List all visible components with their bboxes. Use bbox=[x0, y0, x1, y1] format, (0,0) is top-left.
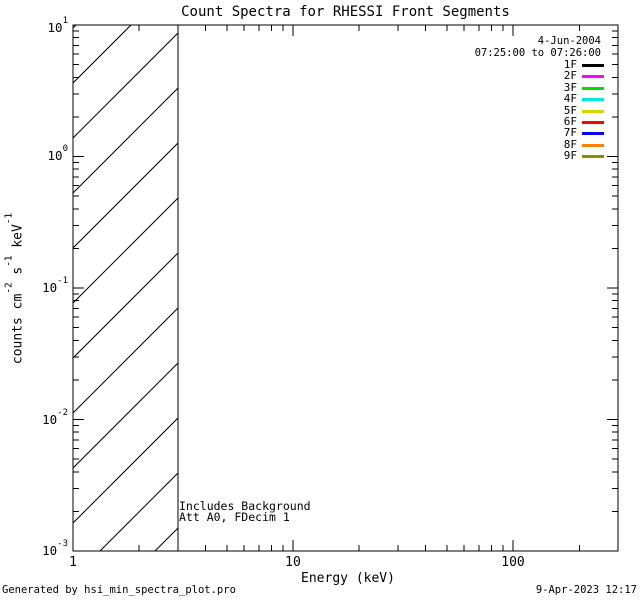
y-tick-label: 10-1 bbox=[42, 275, 68, 295]
y-tick-label: 100 bbox=[47, 143, 68, 163]
legend-entry-2f: 2F bbox=[559, 70, 604, 82]
legend-entry-7f: 7F bbox=[559, 127, 604, 139]
legend-color-swatch bbox=[582, 131, 604, 135]
legend-entry-9f: 9F bbox=[559, 150, 604, 162]
legend-entry-5f: 5F bbox=[559, 105, 604, 117]
legend-entry-8f: 8F bbox=[559, 139, 604, 151]
legend-date: 4-Jun-2004 bbox=[537, 35, 601, 47]
tick-marks bbox=[72, 24, 618, 552]
legend-label: 2F bbox=[563, 69, 577, 82]
legend-entry-3f: 3F bbox=[559, 82, 604, 94]
legend-label: 1F bbox=[563, 58, 577, 71]
x-tick-label: 100 bbox=[501, 555, 525, 570]
render-timestamp: 9-Apr-2023 12:17 bbox=[535, 584, 637, 596]
generator-credit: Generated by hsi_min_spectra_plot.pro bbox=[2, 584, 236, 596]
y-tick-label: 10-2 bbox=[42, 407, 68, 427]
x-tick-label: 1 bbox=[69, 555, 77, 570]
legend-label: 8F bbox=[563, 138, 577, 151]
legend-time-range: 07:25:00 to 07:26:00 bbox=[474, 47, 601, 59]
y-tick-label: 10-3 bbox=[42, 538, 68, 558]
legend-color-swatch bbox=[582, 86, 604, 90]
legend-color-swatch bbox=[582, 97, 604, 101]
y-axis-label: counts cm-2 s-1 keV-1 bbox=[3, 212, 26, 365]
legend-color-swatch bbox=[582, 154, 604, 158]
legend-color-swatch bbox=[582, 109, 604, 113]
legend-label: 3F bbox=[563, 81, 577, 94]
axes-frame bbox=[72, 24, 619, 552]
chart-title: Count Spectra for RHESSI Front Segments bbox=[181, 4, 510, 20]
x-axis-label: Energy (keV) bbox=[301, 571, 395, 586]
hatched-region bbox=[73, 25, 178, 551]
legend-entry-6f: 6F bbox=[559, 116, 604, 128]
y-tick-label: 101 bbox=[47, 15, 68, 35]
legend-entry-1f: 1F bbox=[559, 59, 604, 71]
x-tick-label: 10 bbox=[285, 555, 301, 570]
legend-color-swatch bbox=[582, 143, 604, 147]
legend-color-swatch bbox=[582, 74, 604, 78]
legend-color-swatch bbox=[582, 63, 604, 67]
legend-label: 5F bbox=[563, 104, 577, 117]
legend-label: 9F bbox=[563, 149, 577, 162]
legend-entry-4f: 4F bbox=[559, 93, 604, 105]
legend-label: 4F bbox=[563, 92, 577, 105]
legend-label: 7F bbox=[563, 126, 577, 139]
annotation-attenuator-state: Att A0, FDecim 1 bbox=[179, 510, 290, 524]
annotation-includes-background: Includes Background bbox=[179, 499, 311, 513]
legend-label: 6F bbox=[563, 115, 577, 128]
legend-color-swatch bbox=[582, 120, 604, 124]
